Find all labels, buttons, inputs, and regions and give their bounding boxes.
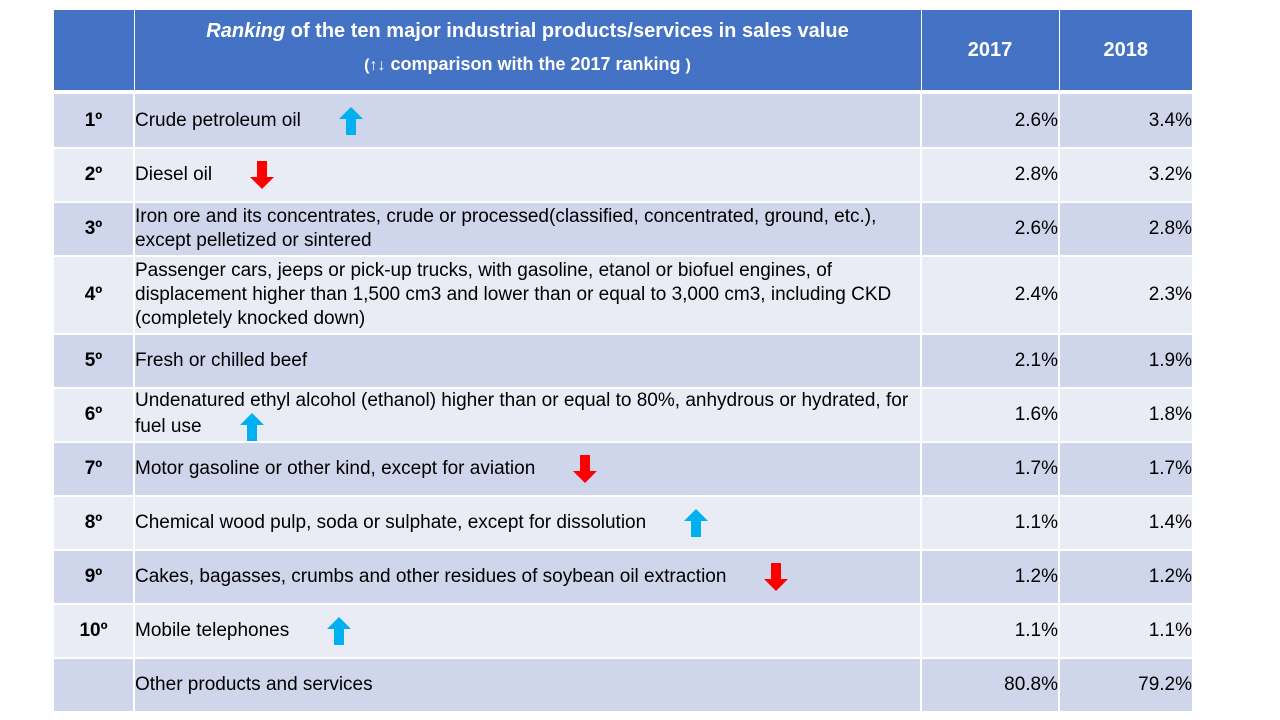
product-label: Cakes, bagasses, crumbs and other residu… [135,566,727,588]
value-2018-cell: 3.4% [1059,94,1192,149]
arrow-down-icon [764,563,789,591]
table-row: 7º Motor gasoline or other kind, except f… [54,442,1192,497]
arrow-up-icon [338,106,363,135]
subtitle-arrows: ↑↓ [369,57,386,74]
product-label: Iron ore and its concentrates, crude or … [135,206,877,251]
header-year-2017: 2017 [921,10,1060,90]
subtitle-close: ) [685,57,691,74]
title-rest: of the ten major industrial products/ser… [285,20,849,42]
rank-cell: 1º [54,94,135,149]
rank-cell: 4º [54,256,135,335]
product-cell: Mobile telephones [134,604,922,659]
rank-cell: 10º [54,604,135,659]
arrow-up-icon [327,617,352,645]
product-label: Undenatured ethyl alcohol (ethanol) high… [135,390,909,438]
value-2018-cell: 79.2% [1059,658,1192,713]
product-label: Diesel oil [135,164,213,186]
value-2018-cell: 2.3% [1059,256,1192,335]
subtitle-open: ( [364,57,370,74]
value-2018-cell: 1.9% [1059,334,1192,389]
value-2017-cell: 80.8% [921,658,1060,713]
value-2018-cell: 1.4% [1059,496,1192,551]
table-body: 1º Crude petroleum oil 2.6% 3.4% 2º Diesel oi… [54,94,1192,713]
value-2017-cell: 2.6% [921,202,1060,257]
value-2018-cell: 1.8% [1059,388,1192,443]
product-cell: Other products and services [134,658,922,713]
product-cell: Motor gasoline or other kind, except for… [134,442,922,497]
product-label: Fresh or chilled beef [135,350,308,371]
product-cell: Crude petroleum oil [134,94,922,149]
value-2017-cell: 1.7% [921,442,1060,497]
header-row: Ranking of the ten major industrial prod… [54,10,1192,90]
product-cell: Passenger cars, jeeps or pick-up trucks,… [134,256,922,335]
table-row: 6º Undenatured ethyl alcohol (ethanol) hi… [54,388,1192,443]
arrow-down-icon [250,161,275,189]
header-title-cell: Ranking of the ten major industrial prod… [134,10,922,90]
product-label: Passenger cars, jeeps or pick-up trucks,… [135,260,892,329]
product-cell: Fresh or chilled beef [134,334,922,389]
rank-cell: 2º [54,148,135,203]
product-label: Motor gasoline or other kind, except for… [135,458,536,480]
value-2017-cell: 2.4% [921,256,1060,335]
rank-cell: 8º [54,496,135,551]
rank-cell [54,658,135,713]
value-2017-cell: 1.1% [921,604,1060,659]
table-row: 1º Crude petroleum oil 2.6% 3.4% [54,94,1192,149]
title-italic: Ranking [206,20,286,42]
value-2018-cell: 1.1% [1059,604,1192,659]
arrow-down-icon [573,455,598,483]
table-row: 2º Diesel oil 2.8% 3.2% [54,148,1192,203]
header-spacer [54,90,1192,94]
product-label: Other products and services [135,674,373,695]
value-2018-cell: 1.2% [1059,550,1192,605]
value-2018-cell: 1.7% [1059,442,1192,497]
table-row: 3º Iron ore and its concentrates, crude o… [54,202,1192,257]
table-title: Ranking of the ten major industrial prod… [135,18,921,44]
subtitle-text: comparison with the 2017 ranking [385,54,686,74]
product-cell: Cakes, bagasses, crumbs and other residu… [134,550,922,605]
product-cell: Diesel oil [134,148,922,203]
rank-cell: 6º [54,388,135,443]
header-rank-cell [54,10,135,90]
product-cell: Iron ore and its concentrates, crude or … [134,202,922,257]
value-2017-cell: 2.6% [921,94,1060,149]
rank-cell: 5º [54,334,135,389]
table-row: 4º Passenger cars, jeeps or pick-up truck… [54,256,1192,335]
table-row: 10º Mobile telephones 1.1% 1.1% [54,604,1192,659]
ranking-table: Ranking of the ten major industrial prod… [54,10,1192,713]
rank-cell: 7º [54,442,135,497]
arrow-up-icon [684,509,709,537]
value-2017-cell: 2.1% [921,334,1060,389]
product-label: Mobile telephones [135,620,290,642]
rank-cell: 3º [54,202,135,257]
value-2017-cell: 2.8% [921,148,1060,203]
product-cell: Undenatured ethyl alcohol (ethanol) high… [134,388,922,443]
header-year-2018: 2018 [1059,10,1192,90]
table-row: 8º Chemical wood pulp, soda or sulphate, … [54,496,1192,551]
product-label: Chemical wood pulp, soda or sulphate, ex… [135,512,647,534]
value-2018-cell: 3.2% [1059,148,1192,203]
table-row: 9º Cakes, bagasses, crumbs and other resi… [54,550,1192,605]
value-2017-cell: 1.1% [921,496,1060,551]
table-row: Other products and services 80.8% 79.2% [54,658,1192,713]
table-subtitle: (↑↓ comparison with the 2017 ranking ) [135,52,921,78]
rank-cell: 9º [54,550,135,605]
table-row: 5º Fresh or chilled beef 2.1% 1.9% [54,334,1192,389]
product-cell: Chemical wood pulp, soda or sulphate, ex… [134,496,922,551]
value-2017-cell: 1.6% [921,388,1060,443]
value-2017-cell: 1.2% [921,550,1060,605]
value-2018-cell: 2.8% [1059,202,1192,257]
product-label: Crude petroleum oil [135,109,301,131]
arrow-up-icon [239,413,264,441]
